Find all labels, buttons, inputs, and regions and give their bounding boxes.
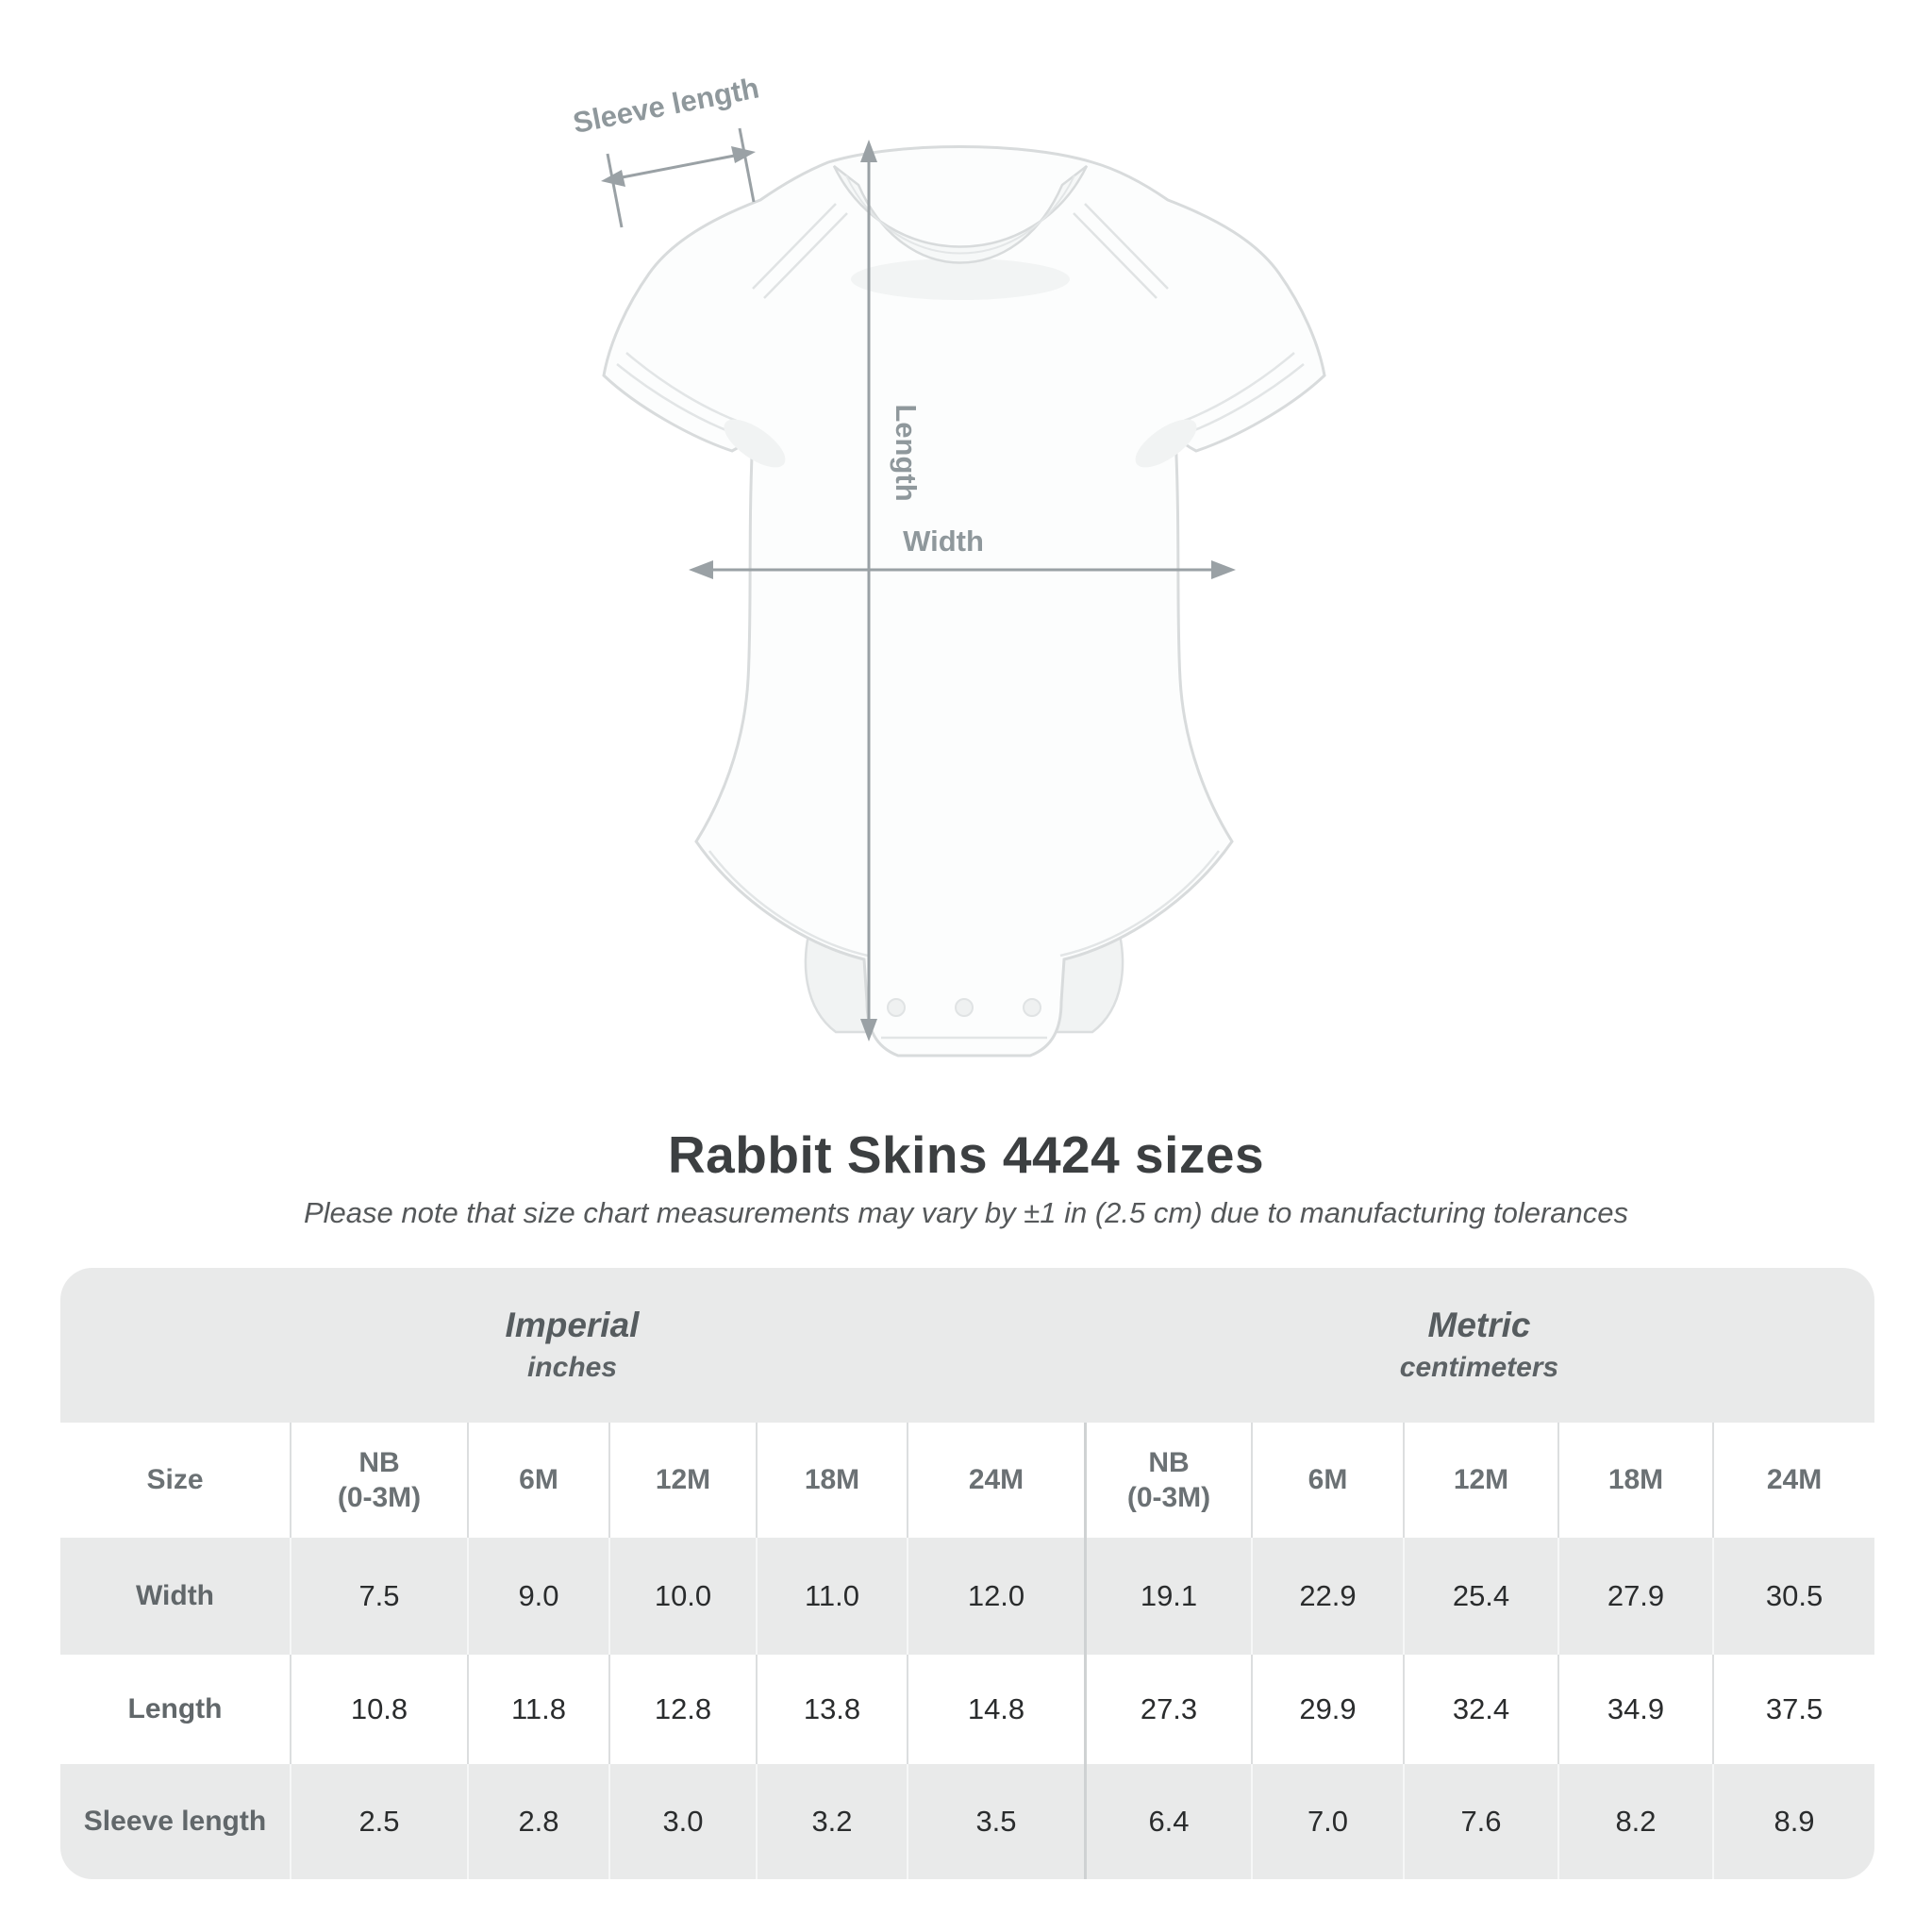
size-chart: Imperial inches Metric centimeters Size … [60, 1268, 1875, 1879]
col-header-imperial-nb: NB (0-3M) [290, 1423, 467, 1538]
row-label-sleeve-length: Sleeve length [60, 1764, 290, 1879]
col-header-imperial-24m: 24M [907, 1423, 1084, 1538]
cell: 22.9 [1251, 1538, 1403, 1655]
arrow-down-icon [860, 1019, 877, 1041]
table-row-width: Width 7.5 9.0 10.0 11.0 12.0 19.1 22.9 2… [60, 1538, 1875, 1655]
cell: 7.6 [1403, 1764, 1557, 1879]
cell: 29.9 [1251, 1655, 1403, 1764]
left-leg-binding-seam [708, 850, 869, 958]
col-header-metric-18m: 18M [1557, 1423, 1712, 1538]
cell: 27.3 [1084, 1655, 1251, 1764]
neckband [832, 165, 1089, 264]
imperial-label: Imperial [505, 1305, 640, 1344]
cell: 2.8 [467, 1764, 608, 1879]
cell: 30.5 [1712, 1538, 1875, 1655]
cell: 12.0 [907, 1538, 1084, 1655]
right-leg-binding-seam [1059, 850, 1220, 958]
right-sleeve-hem-seam [1178, 352, 1305, 436]
left-shoulder-flap-seam [752, 203, 848, 299]
cell: 3.2 [756, 1764, 907, 1879]
table-row-sleeve-length: Sleeve length 2.5 2.8 3.0 3.2 3.5 6.4 7.… [60, 1764, 1875, 1879]
sleeve-dimension-tick [606, 153, 624, 228]
cell: 32.4 [1403, 1655, 1557, 1764]
cell: 8.2 [1557, 1764, 1712, 1879]
onesie-body [602, 145, 1326, 1058]
cell: 27.9 [1557, 1538, 1712, 1655]
col-header-imperial-18m: 18M [756, 1423, 907, 1538]
tolerance-note: Please note that size chart measurements… [303, 1196, 1629, 1229]
cell: 7.0 [1251, 1764, 1403, 1879]
row-label-width: Width [60, 1538, 290, 1655]
cell: 8.9 [1712, 1764, 1875, 1879]
arrow-right-icon [731, 146, 756, 163]
length-label: Length [890, 404, 923, 501]
right-shoulder-flap-seam [1073, 203, 1169, 299]
left-sleeve-hem-seam [616, 352, 742, 436]
col-header-imperial-12m: 12M [608, 1423, 756, 1538]
col-header-imperial-6m: 6M [467, 1423, 608, 1538]
size-chart-table: Imperial inches Metric centimeters Size … [60, 1268, 1875, 1879]
sleeve-dimension-line [611, 152, 745, 181]
cell: 11.0 [756, 1538, 907, 1655]
snap-dot [887, 998, 906, 1017]
cell: 6.4 [1084, 1764, 1251, 1879]
metric-unit: centimeters [1399, 1352, 1559, 1384]
cell: 11.8 [467, 1655, 608, 1764]
arrow-right-icon [1211, 560, 1236, 579]
cell: 34.9 [1557, 1655, 1712, 1764]
cell: 12.8 [608, 1655, 756, 1764]
col-header-metric-nb: NB (0-3M) [1084, 1423, 1251, 1538]
width-annotation: Width [689, 525, 1236, 579]
cell: 3.5 [907, 1764, 1084, 1879]
cell: 3.0 [608, 1764, 756, 1879]
sleeve-dimension-tick [738, 127, 756, 203]
arrow-left-icon [689, 560, 713, 579]
snap-dot [1023, 998, 1041, 1017]
left-armpit-shadow [724, 419, 786, 468]
sleeve-length-label: Sleeve length [571, 71, 762, 139]
cell: 14.8 [907, 1655, 1084, 1764]
metric-label: Metric [1427, 1305, 1531, 1344]
cell: 7.5 [290, 1538, 467, 1655]
cell: 9.0 [467, 1538, 608, 1655]
page-title: Rabbit Skins 4424 sizes [667, 1125, 1265, 1184]
right-armpit-shadow [1135, 419, 1197, 468]
table-row-length: Length 10.8 11.8 12.8 13.8 14.8 27.3 29.… [60, 1655, 1875, 1764]
col-header-metric-12m: 12M [1403, 1423, 1557, 1538]
neck-shadow [851, 258, 1070, 300]
cell: 25.4 [1403, 1538, 1557, 1655]
onesie-garment [602, 145, 1326, 1058]
imperial-unit: inches [526, 1352, 618, 1384]
unit-group-row: Imperial inches Metric centimeters [60, 1268, 1875, 1423]
onesie-illustration: Length Width Sleeve length [571, 71, 1326, 1058]
cell: 10.0 [608, 1538, 756, 1655]
width-label: Width [903, 525, 984, 558]
col-header-metric-24m: 24M [1712, 1423, 1875, 1538]
arrow-left-icon [601, 170, 625, 187]
size-column-header: Size [60, 1423, 290, 1538]
arrow-up-icon [860, 140, 877, 162]
sleeve-length-annotation: Sleeve length [571, 71, 762, 228]
cell: 2.5 [290, 1764, 467, 1879]
cell: 13.8 [756, 1655, 907, 1764]
imperial-group-header: Imperial inches [60, 1268, 1084, 1423]
length-annotation: Length [860, 140, 923, 1041]
cell: 19.1 [1084, 1538, 1251, 1655]
metric-group-header: Metric centimeters [1084, 1268, 1875, 1423]
row-label-length: Length [60, 1655, 290, 1764]
snap-dot [955, 998, 974, 1017]
col-header-metric-6m: 6M [1251, 1423, 1403, 1538]
cell: 37.5 [1712, 1655, 1875, 1764]
column-header-row: Size NB (0-3M) 6M 12M 18M 24M NB (0-3M) … [60, 1423, 1875, 1538]
cell: 10.8 [290, 1655, 467, 1764]
